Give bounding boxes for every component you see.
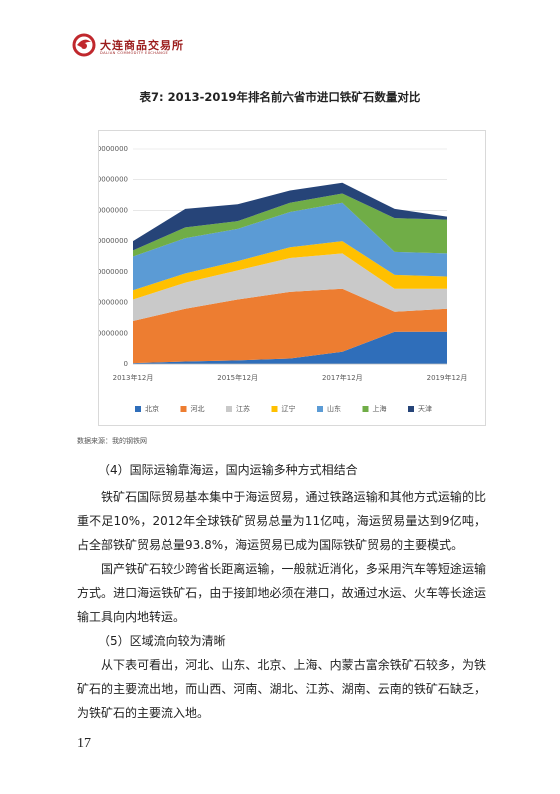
area-series [133, 241, 447, 300]
y-tick-label: 40000000 [99, 237, 128, 245]
paragraph: 国产铁矿石较少跨省长距离运输，一般就近消化，多采用汽车等短途运输方式。进口海运铁… [77, 562, 486, 624]
y-tick-label: 30000000 [99, 268, 128, 276]
y-tick-label: 50000000 [99, 206, 128, 214]
area-series [133, 331, 447, 364]
legend-swatch [135, 406, 141, 412]
legend-label: 天津 [418, 405, 432, 413]
section-heading: （5）区域流向较为清晰 [98, 634, 226, 648]
legend-label: 河北 [191, 405, 205, 413]
logo-icon [72, 33, 96, 57]
legend-label: 山东 [327, 404, 341, 413]
chart: 0 10000000 20000000 30000000 40000000 5000000… [92, 145, 468, 413]
logo-subtext: DALIAN COMMODITY EXCHANGE [100, 51, 169, 55]
legend-swatch [271, 406, 278, 412]
section-heading: （4）国际运输靠海运，国内运输多种方式相结合 [98, 463, 358, 477]
chart-frame: 0 10000000 20000000 30000000 40000000 5000000… [92, 130, 486, 426]
x-tick-label: 2019年12月 [427, 373, 468, 382]
area-series [133, 288, 447, 364]
page-number: 17 [77, 736, 91, 751]
area-series [133, 193, 447, 257]
paragraph: 铁矿石国际贸易基本集中于海运贸易，通过铁路运输和其他方式运输的比重不足10%，2… [77, 490, 486, 552]
area-series [133, 253, 447, 321]
area-series [133, 202, 447, 291]
source-note: 数据来源：我的钢铁网 [77, 437, 147, 445]
paragraph: 从下表可看出，河北、山东、北京、上海、内蒙古富余铁矿石较多，为铁矿石的主要流出地… [77, 658, 486, 720]
y-tick-label: 70000000 [99, 145, 128, 153]
legend-label: 江苏 [236, 404, 250, 413]
legend-label: 辽宁 [282, 404, 296, 413]
legend-label: 上海 [373, 404, 387, 413]
x-tick-label: 2015年12月 [217, 373, 258, 382]
y-tick-label: 20000000 [99, 299, 128, 307]
legend-swatch [317, 406, 323, 412]
legend-swatch [180, 406, 187, 412]
x-tick-label: 2013年12月 [113, 373, 154, 382]
y-tick-label: 10000000 [99, 329, 128, 337]
legend-swatch [226, 406, 232, 412]
logo-text: 大连商品交易所 [100, 39, 184, 52]
chart-title: 表7: 2013-2019年排名前六省市进口铁矿石数量对比 [139, 90, 421, 104]
y-tick-label: 60000000 [99, 176, 128, 184]
legend-label: 北京 [145, 404, 159, 413]
legend-swatch [408, 406, 414, 412]
x-tick-label: 2017年12月 [322, 373, 363, 382]
area-series [133, 182, 447, 251]
legend-swatch [362, 406, 369, 412]
y-tick-label: 0 [124, 360, 128, 368]
